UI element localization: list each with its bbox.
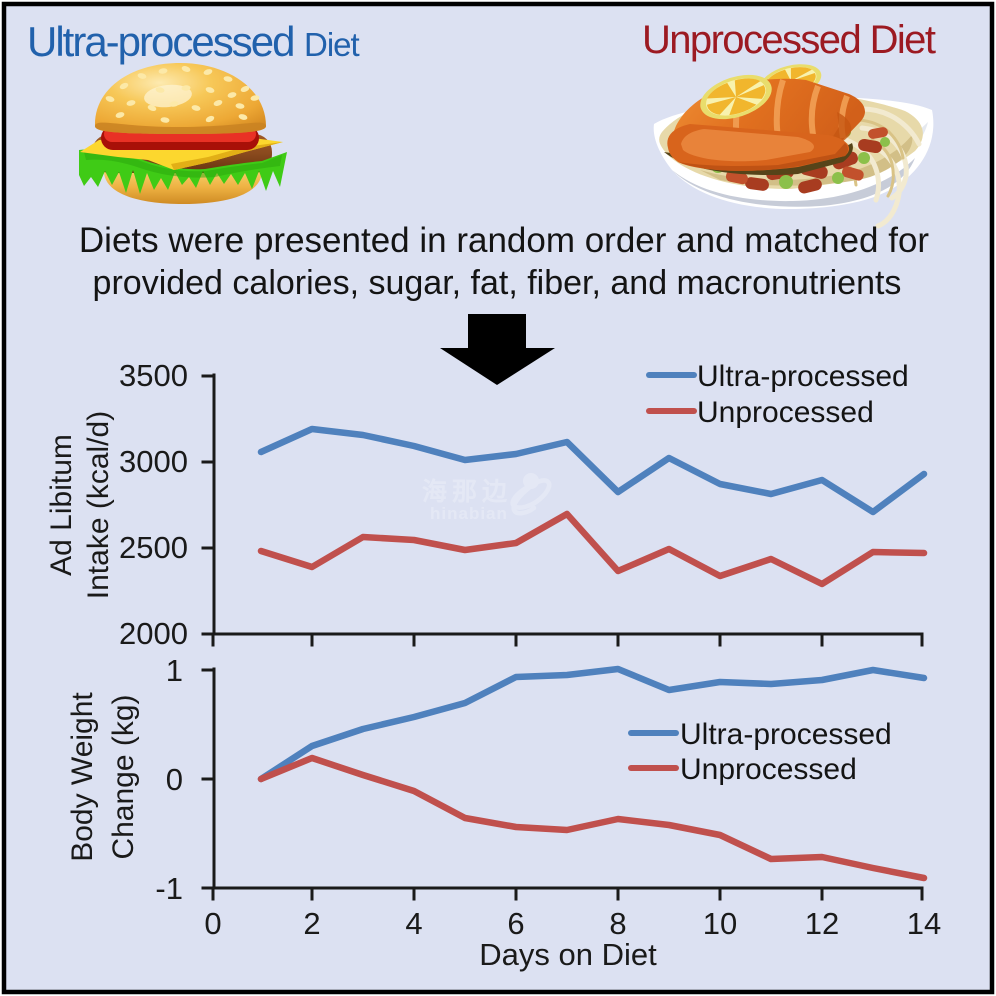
svg-text:2500: 2500	[119, 530, 188, 565]
svg-text:10: 10	[703, 906, 737, 941]
svg-text:3000: 3000	[119, 444, 188, 479]
svg-text:Diet: Diet	[304, 26, 360, 63]
svg-text:0: 0	[204, 906, 221, 941]
svg-text:Change (kg): Change (kg)	[107, 694, 140, 859]
svg-text:Unprocessed: Unprocessed	[680, 753, 857, 786]
svg-text:hinabian: hinabian	[430, 504, 508, 523]
svg-text:海那边: 海那边	[422, 477, 512, 506]
svg-text:2: 2	[303, 906, 320, 941]
svg-text:8: 8	[609, 906, 626, 941]
svg-text:2000: 2000	[119, 616, 188, 651]
svg-text:Body Weight: Body Weight	[66, 692, 99, 862]
svg-text:Unprocessed Diet: Unprocessed Diet	[642, 18, 936, 62]
svg-text:Ad Libitum: Ad Libitum	[45, 434, 78, 576]
svg-text:Intake (kcal/d): Intake (kcal/d)	[82, 411, 115, 599]
svg-text:Ultra-processed: Ultra-processed	[697, 360, 909, 393]
svg-text:Ultra-processed: Ultra-processed	[680, 718, 892, 751]
svg-text:Unprocessed: Unprocessed	[697, 396, 874, 429]
svg-text:12: 12	[805, 906, 839, 941]
svg-text:-1: -1	[155, 871, 183, 906]
svg-text:0: 0	[166, 762, 183, 797]
svg-text:3500: 3500	[119, 358, 188, 393]
svg-text:4: 4	[405, 906, 422, 941]
svg-text:1: 1	[166, 653, 183, 688]
svg-text:Diets were presented in random: Diets were presented in random order and…	[79, 221, 930, 260]
svg-text:provided calories, sugar, fat,: provided calories, sugar, fat, fiber, an…	[93, 264, 902, 302]
svg-text:6: 6	[507, 906, 524, 941]
svg-text:Days on Diet: Days on Diet	[479, 937, 657, 972]
svg-text:Ultra-processed: Ultra-processed	[27, 18, 293, 65]
svg-text:14: 14	[907, 906, 941, 941]
